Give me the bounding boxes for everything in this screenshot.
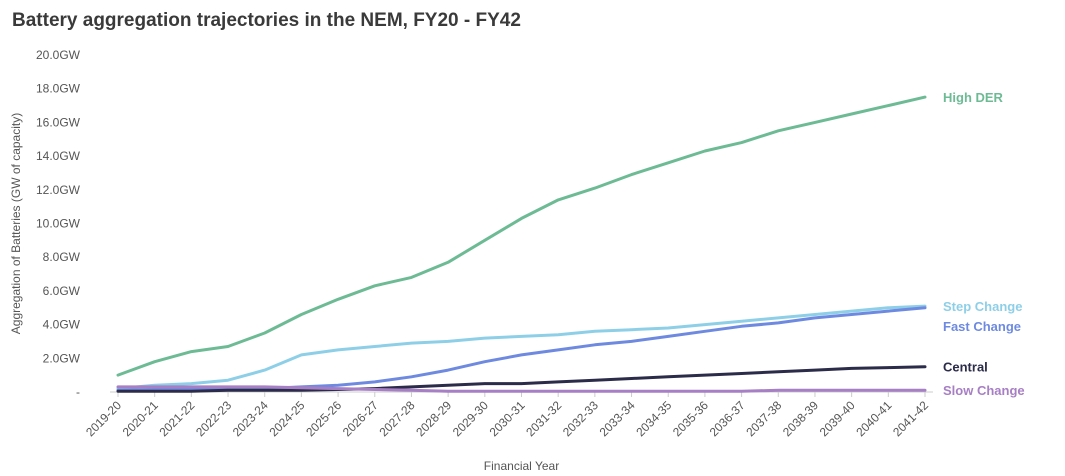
x-tick-label: 2041-42 [890,398,931,439]
x-axis-title: Financial Year [484,459,559,473]
x-tick-label: 2032-33 [560,398,601,439]
y-tick-label: 2.0GW [43,351,81,365]
series-line [116,385,927,393]
series-label: Fast Change [943,319,1021,334]
x-tick-label: 2029-30 [450,398,491,439]
x-axis-ticks: 2019-202020-212021-222022-232023-242024-… [83,392,931,439]
x-tick-label: 2020-21 [120,398,161,439]
x-tick-label: 2027-28 [377,398,418,439]
y-tick-label: 10.0GW [36,217,81,231]
y-tick-label: 16.0GW [36,115,81,129]
y-axis-title: Aggregation of Batteries (GW of capacity… [9,113,23,334]
x-tick-label: 2035-36 [670,398,711,439]
x-tick-label: 2038-39 [780,398,821,439]
y-tick-label: 20.0GW [36,48,81,62]
y-tick-label: - [76,385,80,399]
series-line [116,306,927,392]
series-label: Central [943,359,988,374]
x-tick-label: 2039-40 [817,398,858,439]
x-tick-label: 2031-32 [523,398,564,439]
series-line [116,95,927,377]
series-label: Slow Change [943,383,1025,398]
y-tick-label: 18.0GW [36,82,81,96]
series-line [116,304,927,391]
x-tick-label: 2021-22 [156,398,197,439]
x-tick-label: 2030-31 [487,398,528,439]
y-tick-label: 12.0GW [36,183,81,197]
series-label: Step Change [943,299,1022,314]
x-tick-label: 2025-26 [303,398,344,439]
x-tick-label: 2028-29 [413,398,454,439]
y-tick-label: 4.0GW [43,318,81,332]
x-tick-label: 2033-34 [597,398,638,439]
series-line [116,365,927,393]
x-tick-label: 2040-41 [853,398,894,439]
y-tick-label: 14.0GW [36,149,81,163]
x-tick-label: 2023-24 [230,398,271,439]
series-labels: High DER Step Change Fast Change Central Slo… [943,90,1025,398]
y-tick-label: 8.0GW [43,250,81,264]
x-tick-label: 2036-37 [707,398,748,439]
chart-title: Battery aggregation trajectories in the … [12,10,521,31]
x-tick-label: 2024-25 [266,398,307,439]
y-tick-label: 6.0GW [43,284,81,298]
x-tick-label: 2037-38 [743,398,784,439]
x-tick-label: 2019-20 [83,398,124,439]
x-tick-label: 2022-23 [193,398,234,439]
series-label: High DER [943,90,1004,105]
x-tick-label: 2034-35 [633,398,674,439]
y-axis-ticks: - 2.0GW 4.0GW 6.0GW 8.0GW 10.0GW 12.0GW 14.0GW 1… [36,48,81,399]
x-tick-label: 2026-27 [340,398,381,439]
series-lines [116,95,927,393]
